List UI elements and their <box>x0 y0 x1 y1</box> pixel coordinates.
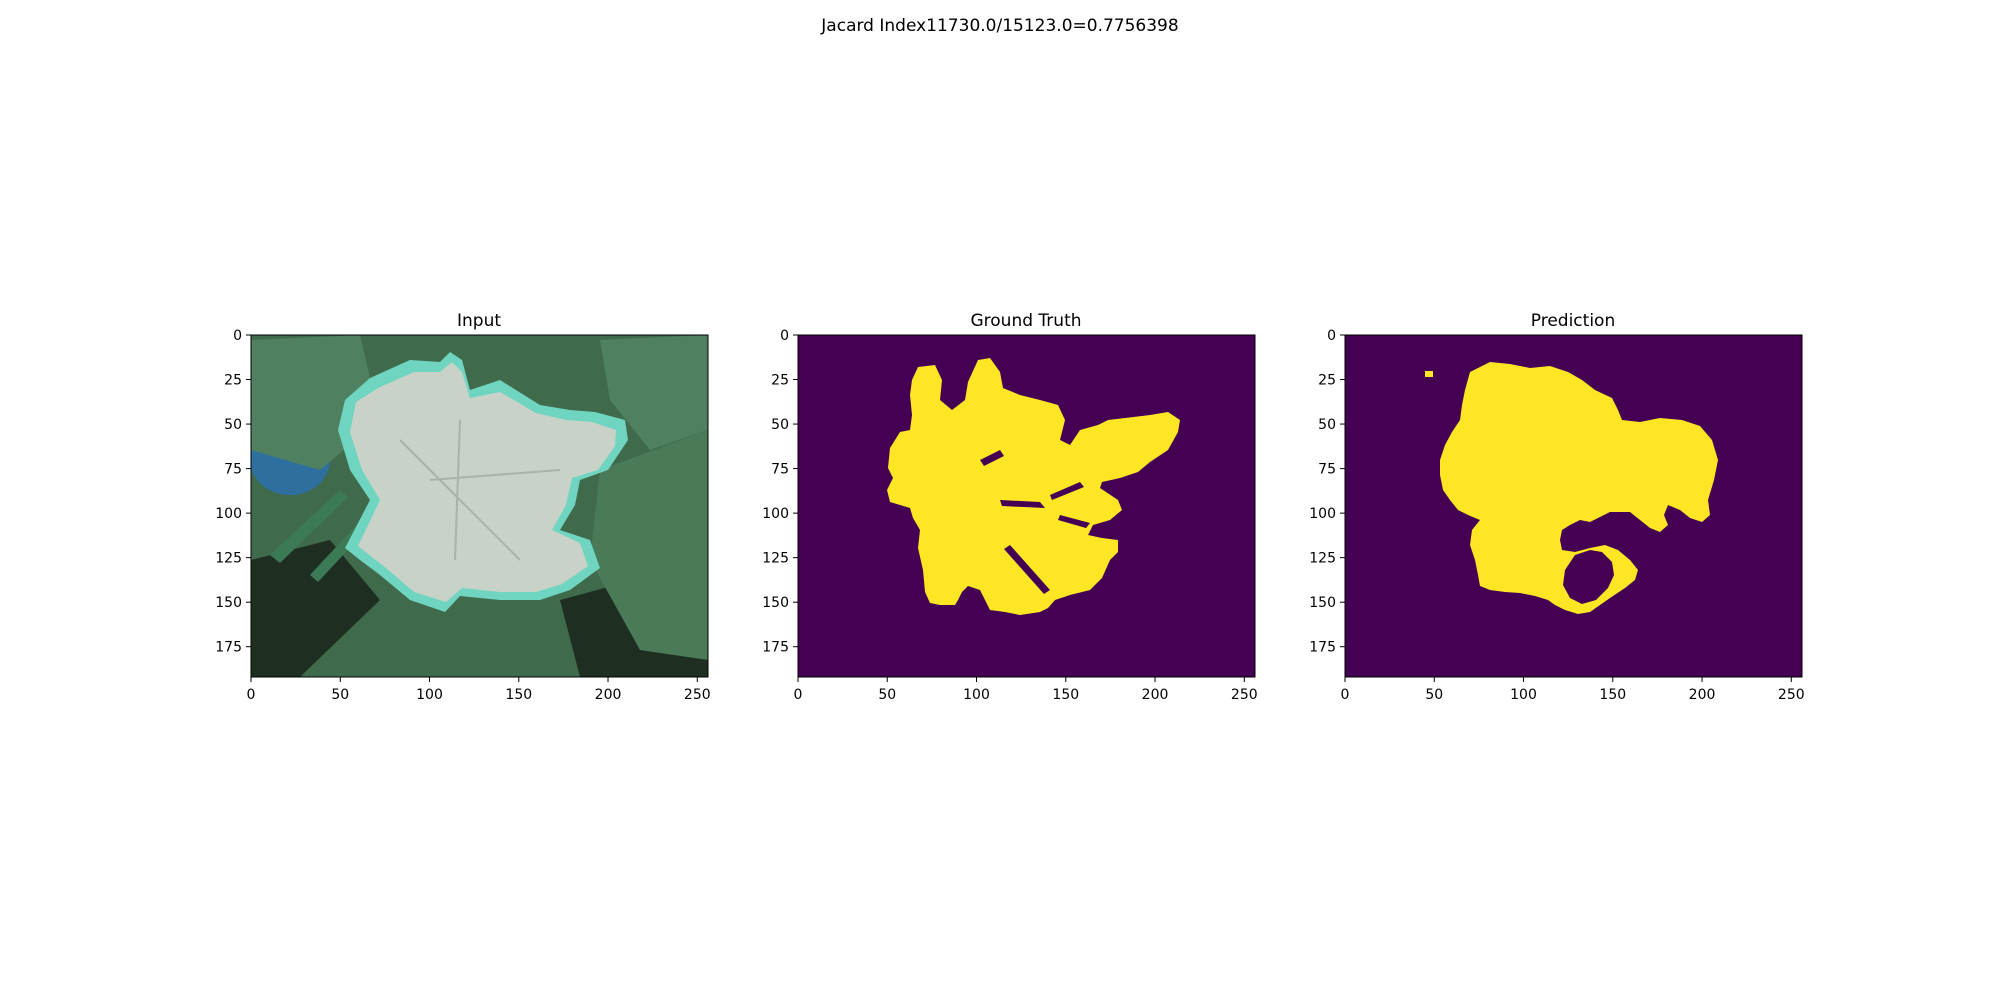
prediction-axes-frame <box>1344 334 1803 678</box>
ground-truth-axes-frame <box>797 334 1256 678</box>
input-x-tick-label: 50 <box>331 687 349 703</box>
input-image <box>251 335 708 677</box>
input-x-tick-label: 150 <box>505 687 532 703</box>
input-x-tick-label: 100 <box>416 687 443 703</box>
input-x-tick-label: 250 <box>684 687 711 703</box>
input-image-background-leaf <box>590 430 708 660</box>
input-image-stem <box>270 490 348 563</box>
ground-truth-x-tick-label: 150 <box>1052 687 1079 703</box>
prediction-x-tick-label: 100 <box>1510 687 1537 703</box>
input-y-tick-label: 125 <box>215 551 242 567</box>
figure-suptitle: Jacard Index11730.0/15123.0=0.7756398 <box>821 16 1179 36</box>
prediction-x-tick-label: 200 <box>1689 687 1716 703</box>
ground-truth-y-tick-label: 175 <box>762 640 789 656</box>
ground-truth-panel: Ground Truth 0 50 100 150 200 250 0 25 50 75 100 12… <box>762 311 1257 703</box>
input-x-tick-label: 0 <box>247 687 256 703</box>
prediction-mask <box>1440 362 1718 614</box>
prediction-mask-hole <box>1563 550 1614 604</box>
ground-truth-x-tick-label: 100 <box>963 687 990 703</box>
ground-truth-x-tick-label: 250 <box>1231 687 1258 703</box>
ground-truth-mask-gap <box>980 450 1004 466</box>
ground-truth-ticks: 0 50 100 150 200 250 0 25 50 75 100 125 150 175 <box>762 328 1257 703</box>
ground-truth-y-tick-label: 50 <box>771 417 789 433</box>
prediction-y-tick-label: 125 <box>1309 551 1336 567</box>
input-y-tick-label: 0 <box>233 328 242 344</box>
prediction-mask-speck <box>1425 371 1433 377</box>
prediction-y-tick-label: 25 <box>1318 373 1336 389</box>
input-y-tick-label: 150 <box>215 595 242 611</box>
input-image-diseased-leaf <box>350 362 616 602</box>
ground-truth-mask-gap <box>1004 545 1050 594</box>
ground-truth-y-tick-label: 150 <box>762 595 789 611</box>
prediction-y-tick-label: 175 <box>1309 640 1336 656</box>
input-ticks: 0 50 100 150 200 250 0 25 50 75 100 125 150 175 <box>215 328 710 703</box>
prediction-y-tick-label: 0 <box>1327 328 1336 344</box>
input-x-tick-label: 200 <box>595 687 622 703</box>
prediction-y-tick-label: 100 <box>1309 506 1336 522</box>
input-y-tick-label: 75 <box>224 462 242 478</box>
ground-truth-y-tick-label: 0 <box>780 328 789 344</box>
ground-truth-x-tick-label: 50 <box>878 687 896 703</box>
ground-truth-x-tick-label: 200 <box>1142 687 1169 703</box>
prediction-y-tick-label: 50 <box>1318 417 1336 433</box>
prediction-x-tick-label: 150 <box>1599 687 1626 703</box>
prediction-panel: Prediction 0 50 100 150 200 250 0 25 50 75 100 125 1… <box>1309 311 1804 703</box>
input-y-tick-label: 25 <box>224 373 242 389</box>
input-y-tick-label: 100 <box>215 506 242 522</box>
prediction-x-tick-label: 50 <box>1425 687 1443 703</box>
input-image-leaf-vein <box>399 419 561 561</box>
ground-truth-mask-gap <box>1000 500 1045 508</box>
input-image-shadow <box>251 540 380 677</box>
prediction-y-tick-label: 75 <box>1318 462 1336 478</box>
ground-truth-image <box>798 335 1255 677</box>
ground-truth-mask-gap <box>1058 515 1090 528</box>
ground-truth-panel-title: Ground Truth <box>970 311 1081 331</box>
prediction-ticks: 0 50 100 150 200 250 0 25 50 75 100 125 150 175 <box>1309 328 1804 703</box>
ground-truth-y-tick-label: 125 <box>762 551 789 567</box>
ground-truth-mask-gap <box>1050 482 1084 500</box>
prediction-y-tick-label: 150 <box>1309 595 1336 611</box>
input-y-tick-label: 50 <box>224 417 242 433</box>
prediction-image <box>1345 335 1802 677</box>
input-axes-frame <box>250 334 709 678</box>
ground-truth-y-tick-label: 75 <box>771 462 789 478</box>
input-image-background-leaf <box>600 335 708 450</box>
input-panel: Input 0 50 100 150 200 250 0 25 50 75 100 125 150 175 <box>215 311 710 703</box>
ground-truth-x-tick-label: 0 <box>794 687 803 703</box>
ground-truth-y-tick-label: 25 <box>771 373 789 389</box>
input-panel-title: Input <box>457 311 501 331</box>
prediction-panel-title: Prediction <box>1531 311 1615 331</box>
prediction-x-tick-label: 0 <box>1341 687 1350 703</box>
ground-truth-y-tick-label: 100 <box>762 506 789 522</box>
prediction-x-tick-label: 250 <box>1778 687 1805 703</box>
ground-truth-mask <box>887 358 1180 615</box>
input-y-tick-label: 175 <box>215 640 242 656</box>
